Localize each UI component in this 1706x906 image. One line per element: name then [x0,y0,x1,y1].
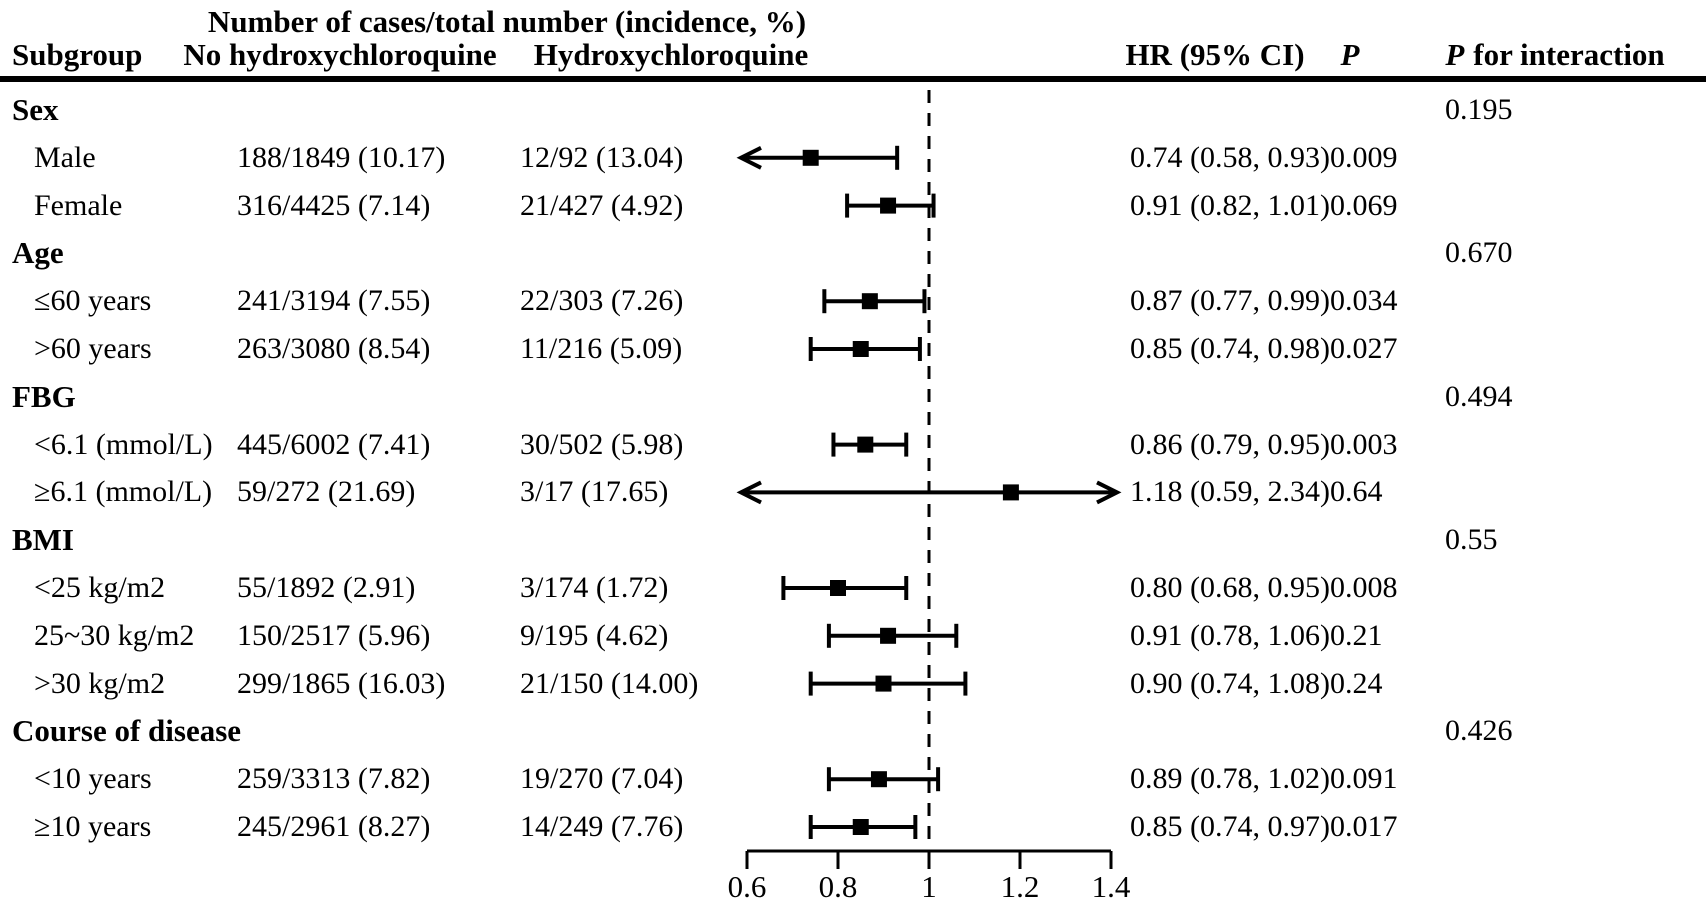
hr-marker [1002,484,1019,501]
no-hcq-value: 263/3080 (8.54) [237,332,431,365]
col-header-no-hydroxychloroquine: No hydroxychloroquine [183,37,497,72]
p-value: 0.027 [1330,332,1398,365]
ci-arrow [1096,480,1122,505]
axis-tick-label: 1.2 [1001,869,1040,904]
subgroup-label: ≤60 years [34,284,152,318]
ci-arrow [736,480,762,505]
p-interaction-value: 0.670 [1445,236,1513,270]
p-value: 0.21 [1330,618,1383,652]
hcq-value: 22/303 (7.26) [520,284,684,318]
p-value: 0.008 [1330,571,1398,604]
subgroup-label: <10 years [34,762,152,796]
hr-ci-value: 0.91 (0.78, 1.06) [1130,618,1330,652]
hr-marker [857,436,874,453]
subgroup-label: 25~30 kg/m2 [34,618,195,652]
subgroup-label: ≥10 years [34,810,152,843]
hr-marker [861,293,878,310]
p-value: 0.091 [1330,762,1398,796]
subgroup-label: Female [34,188,123,222]
hcq-value: 14/249 (7.76) [520,810,684,843]
hr-marker [852,819,869,835]
no-hcq-value: 445/6002 (7.41) [237,427,431,461]
p-interaction-value: 0.494 [1445,379,1513,413]
p-value: 0.017 [1330,810,1398,843]
hr-ci-value: 0.90 (0.74, 1.08) [1130,666,1330,700]
p-interaction-value: 0.55 [1445,523,1498,557]
hr-marker [802,149,819,166]
hcq-value: 21/427 (4.92) [520,188,684,222]
hr-marker [870,771,887,788]
p-interaction-value: 0.426 [1445,714,1513,748]
p-value: 0.003 [1330,427,1398,461]
hr-ci-value: 0.91 (0.82, 1.01) [1130,188,1330,222]
hcq-value: 3/174 (1.72) [520,571,669,604]
hr-ci-value: 0.86 (0.79, 0.95) [1130,427,1330,461]
no-hcq-value: 188/1849 (10.17) [237,140,446,174]
no-hcq-value: 299/1865 (16.03) [237,666,446,700]
group-label: BMI [12,522,74,558]
axis-tick-label: 1 [921,869,937,904]
no-hcq-value: 245/2961 (8.27) [237,810,431,843]
no-hcq-value: 55/1892 (2.91) [237,571,416,604]
subgroup-label: >30 kg/m2 [34,666,166,700]
p-value: 0.034 [1330,284,1398,318]
hr-ci-value: 0.74 (0.58, 0.93) [1130,140,1330,174]
p-value: 0.64 [1330,475,1383,509]
hr-marker [852,341,869,357]
group-label: Sex [12,92,59,127]
subgroup-label: <6.1 (mmol/L) [34,427,213,461]
hcq-value: 9/195 (4.62) [520,618,669,652]
hr-ci-value: 0.85 (0.74, 0.98) [1130,332,1330,365]
p-value: 0.24 [1330,666,1383,700]
hr-ci-value: 0.87 (0.77, 0.99) [1130,284,1330,318]
hr-ci-value: 0.80 (0.68, 0.95) [1130,571,1330,604]
no-hcq-value: 150/2517 (5.96) [237,618,431,652]
hcq-value: 19/270 (7.04) [520,762,684,796]
header-rule [0,76,1706,82]
hr-marker [880,627,897,644]
hr-ci-value: 1.18 (0.59, 2.34) [1130,475,1330,509]
group-label: FBG [12,378,76,414]
hcq-value: 30/502 (5.98) [520,427,684,461]
col-header-subgroup: Subgroup [12,37,143,72]
hr-marker [880,197,897,214]
p-value: 0.009 [1330,140,1398,174]
cases-span-header: Number of cases/total number (incidence,… [207,4,807,39]
no-hcq-value: 259/3313 (7.82) [237,762,431,796]
ci-arrow [736,146,762,170]
for-interaction-text: for interaction [1473,37,1665,72]
hcq-value: 11/216 (5.09) [520,332,683,365]
hr-marker [875,675,892,692]
subgroup-label: Male [34,140,96,174]
no-hcq-value: 59/272 (21.69) [237,475,416,509]
p-interaction-value: 0.195 [1445,93,1513,126]
subgroup-label: <25 kg/m2 [34,571,166,604]
axis-tick-label: 1.4 [1092,869,1131,904]
axis-tick-label: 0.8 [819,869,858,904]
group-label: Course of disease [12,713,242,749]
col-header-p: P [1340,37,1360,72]
hcq-value: 21/150 (14.00) [520,666,699,700]
hr-ci-value: 0.85 (0.74, 0.97) [1130,810,1330,843]
p-italic: P [1445,37,1465,72]
no-hcq-value: 316/4425 (7.14) [237,188,431,222]
hr-ci-value: 0.89 (0.78, 1.02) [1130,762,1330,796]
p-value: 0.069 [1330,188,1398,222]
group-label: Age [12,235,64,271]
subgroup-label: >60 years [34,332,152,365]
hcq-value: 12/92 (13.04) [520,140,684,174]
hr-marker [830,580,846,596]
col-header-hydroxychloroquine: Hydroxychloroquine [533,37,809,72]
no-hcq-value: 241/3194 (7.55) [237,284,431,318]
hcq-value: 3/17 (17.65) [520,475,669,509]
subgroup-label: ≥6.1 (mmol/L) [34,475,213,509]
axis-tick-label: 0.6 [728,869,767,904]
col-header-hr-ci: HR (95% CI) [1125,37,1305,72]
